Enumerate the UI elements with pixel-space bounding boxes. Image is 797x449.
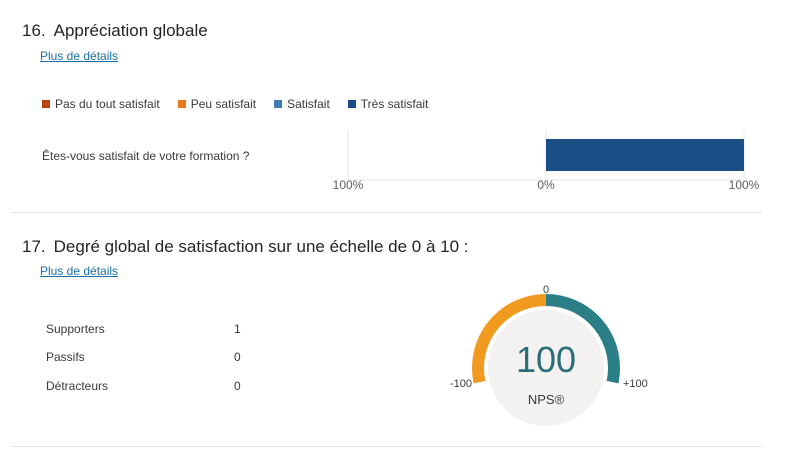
gauge-label-mid: 0 <box>543 284 549 296</box>
gauge-label-min: -100 <box>450 378 472 390</box>
legend-label-0: Pas du tout satisfait <box>55 97 160 111</box>
legend-swatch-3 <box>347 100 356 108</box>
nps-row-label-detracteurs: Détracteurs <box>46 379 109 393</box>
legend-label-2: Satisfait <box>287 97 330 111</box>
gauge-value: 100 <box>516 339 576 380</box>
legend-item-0[interactable]: Pas du tout satisfait <box>42 97 160 111</box>
section-divider-bottom <box>12 446 762 447</box>
q16-details-link[interactable]: Plus de détails <box>40 49 119 63</box>
legend-swatch-0 <box>42 100 50 108</box>
q17-title-text: Degré global de satisfaction sur une éch… <box>53 237 469 256</box>
legend-item-1[interactable]: Peu satisfait <box>177 97 257 111</box>
nps-gauge: 100 NPS® 0 -100 +100 <box>450 284 648 426</box>
bar-chart-marks <box>546 139 744 171</box>
q17-details-link[interactable]: Plus de détails <box>40 264 119 278</box>
nps-row-label-supporters: Supporters <box>46 322 105 336</box>
q17-title: 17. Degré global de satisfaction sur une … <box>22 237 469 257</box>
gauge-metric-label: NPS® <box>528 392 565 407</box>
gauge-inner-circle <box>488 310 604 426</box>
gauge-arc-negative <box>472 294 547 384</box>
bar-segment-3[interactable] <box>546 139 744 171</box>
q16-number: 16. <box>22 21 46 40</box>
gauge-label-max: +100 <box>623 378 648 390</box>
legend-swatch-1 <box>177 100 186 108</box>
legend-label-3: Très satisfait <box>360 97 429 111</box>
legend-item-2[interactable]: Satisfait <box>274 97 330 111</box>
x-tick-label-right: 100% <box>728 178 760 192</box>
x-tick-label-center: 0% <box>537 178 555 192</box>
nps-row-value-supporters: 1 <box>234 322 241 336</box>
gauge-arc-positive <box>545 294 620 384</box>
q17-number: 17. <box>22 237 46 256</box>
legend-label-1: Peu satisfait <box>190 97 257 111</box>
section-divider <box>12 212 762 213</box>
nps-row-label-passifs: Passifs <box>46 350 85 364</box>
q16-title: 16. Appréciation globale <box>22 21 208 41</box>
x-tick-label-left: 100% <box>332 178 364 192</box>
legend-item-3[interactable]: Très satisfait <box>347 97 429 111</box>
chart-legend: Pas du tout satisfait Peu satisfait Sati… <box>42 97 446 111</box>
bar-category-label: Êtes-vous satisfait de votre formation ? <box>42 149 250 163</box>
nps-row-value-passifs: 0 <box>234 350 241 364</box>
q16-title-text: Appréciation globale <box>53 21 208 40</box>
legend-swatch-2 <box>274 100 283 108</box>
nps-row-value-detracteurs: 0 <box>234 379 241 393</box>
